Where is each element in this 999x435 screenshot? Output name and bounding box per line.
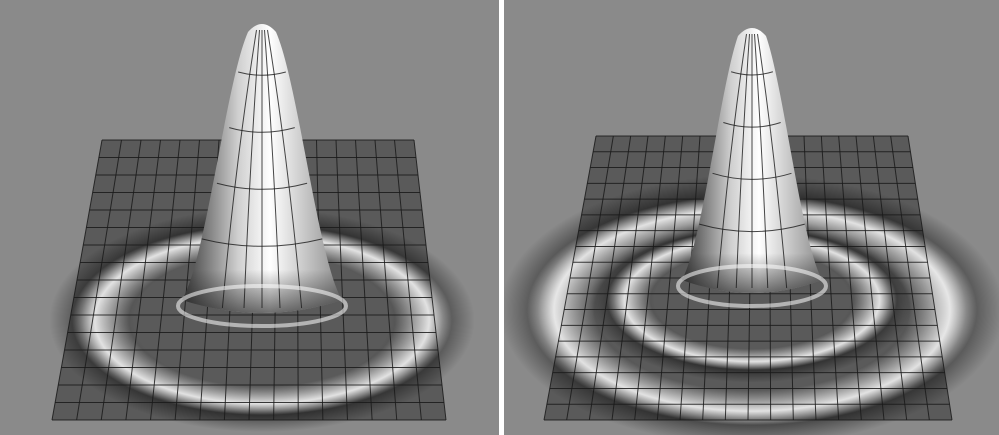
left-surface-canvas: [49, 24, 475, 433]
left-surface-plot: [0, 0, 499, 435]
surface-group: [504, 28, 999, 435]
peak-contours: [699, 33, 805, 289]
right-surface-canvas: [504, 28, 999, 435]
peak-rim: [176, 284, 348, 328]
peak-contours: [201, 29, 323, 309]
surface-group: [49, 24, 475, 433]
right-surface-plot: [504, 0, 999, 435]
peak-rim: [676, 264, 828, 308]
